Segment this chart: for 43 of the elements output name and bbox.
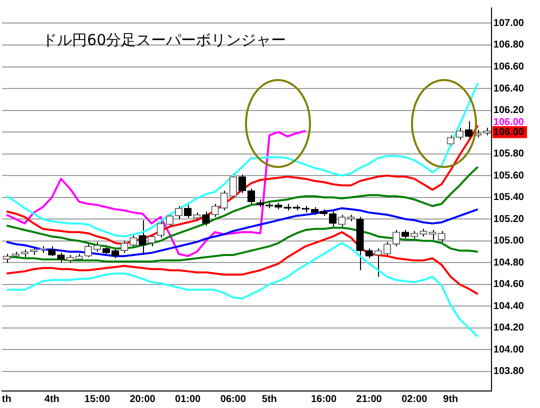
candlestick — [229, 172, 237, 199]
x-tick-label: 5th — [262, 394, 277, 405]
candlestick — [57, 252, 65, 264]
candlestick — [374, 248, 382, 278]
candlestick — [438, 230, 446, 242]
y-tick-label: 106.20 — [493, 105, 524, 116]
candlestick — [48, 246, 56, 257]
y-tick-label: 105.80 — [493, 148, 524, 160]
x-tick-label: 02:00 — [402, 394, 428, 405]
y-tick-label: 105.60 — [493, 170, 524, 182]
text: ドル円60分足スーパーボリンジャー — [42, 30, 286, 49]
candlestick — [120, 240, 128, 254]
y-tick-label: 105.00 — [493, 236, 524, 247]
y-tick-label: 106.40 — [493, 83, 524, 94]
y-tick-label: 106.80 — [493, 40, 524, 51]
y-tick-label: 105.20 — [493, 214, 524, 225]
candlestick — [446, 134, 454, 147]
x-tick-label: 21:00 — [356, 394, 382, 405]
y-tick-label: 106.60 — [493, 62, 524, 73]
candlestick — [338, 214, 346, 228]
y-tick-label: 104.20 — [493, 322, 524, 334]
candlestick — [138, 220, 146, 256]
candlestick — [365, 248, 373, 259]
y-tick-label: 107.00 — [493, 18, 524, 29]
x-tick-label: 20:00 — [130, 394, 156, 405]
y-tick-label: 104.80 — [493, 257, 524, 268]
x-tick-label: th — [2, 394, 12, 405]
candlestick — [211, 203, 219, 218]
x-tick-label: 06:00 — [220, 394, 246, 405]
y-tick-label: 104.00 — [493, 344, 524, 356]
y-tick-label: 104.60 — [493, 279, 524, 290]
x-tick-label: 16:00 — [310, 394, 337, 405]
text: 106.00 — [493, 116, 524, 128]
y-tick-label: 105.40 — [493, 192, 524, 204]
text: 106.00 — [493, 126, 524, 138]
candlestick — [130, 234, 138, 248]
candlestick — [220, 190, 228, 211]
x-tick-label: 15:00 — [84, 394, 110, 405]
x-tick-label: 9th — [443, 394, 458, 405]
x-tick-label: 01:00 — [175, 394, 202, 405]
y-tick-label: 103.80 — [493, 366, 524, 378]
y-tick-label: 104.40 — [493, 300, 524, 312]
x-tick-label: 4th — [44, 394, 60, 405]
